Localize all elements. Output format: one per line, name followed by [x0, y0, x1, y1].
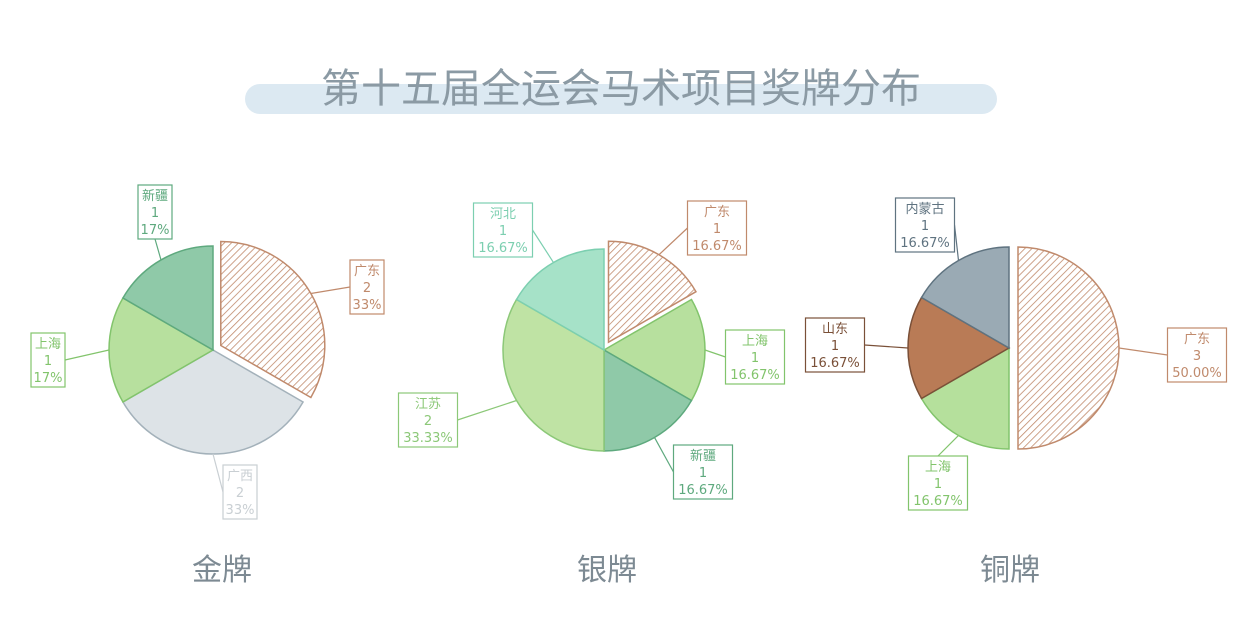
- leader-line: [531, 229, 555, 263]
- data-label-box: [222, 464, 258, 520]
- chart-title: 铜牌: [980, 553, 1040, 588]
- leader-line: [658, 227, 688, 256]
- data-label-value: 2: [363, 281, 371, 296]
- leader-line: [653, 437, 675, 473]
- leader-line: [864, 344, 909, 349]
- data-label-percent: 33%: [226, 503, 255, 518]
- pie-slice-上海: [920, 346, 1010, 450]
- data-label-value: 1: [499, 224, 507, 239]
- data-label-box: [397, 392, 459, 448]
- data-label-name: 新疆: [690, 448, 716, 464]
- data-label-percent: 16.67%: [730, 368, 780, 383]
- chart-title: 金牌: [192, 553, 252, 588]
- data-label-box: [907, 455, 969, 511]
- chart-title: 银牌: [577, 553, 637, 588]
- data-label-percent: 16.67%: [913, 494, 963, 509]
- data-label-box: [804, 317, 866, 373]
- data-label-box: [724, 329, 786, 385]
- data-label-percent: 33.33%: [403, 431, 453, 446]
- data-label-name: 广东: [354, 264, 380, 279]
- leader-line: [212, 453, 224, 493]
- data-label-name: 广东: [1184, 332, 1210, 347]
- data-label-box: [349, 259, 385, 315]
- leader-line: [64, 349, 110, 361]
- data-label-name: 上海: [925, 460, 951, 475]
- title-band: [245, 84, 997, 114]
- leader-line: [1118, 347, 1168, 356]
- data-label-percent: 16.67%: [900, 236, 950, 251]
- data-label-percent: 17%: [141, 223, 170, 238]
- data-label-percent: 50.00%: [1172, 366, 1222, 381]
- pie-slice-广东: [607, 240, 697, 344]
- pie-slice-上海: [108, 296, 215, 404]
- data-label-box: [30, 332, 66, 388]
- leader-line: [704, 349, 726, 358]
- data-label-percent: 16.67%: [678, 483, 728, 498]
- pie-slice-河北: [515, 248, 605, 352]
- data-label-name: 江苏: [415, 396, 441, 412]
- data-label-value: 1: [831, 339, 839, 354]
- data-label-percent: 16.67%: [692, 239, 742, 254]
- pie-chart-0: 广东 2 33% 广西 2 33% 上海 1 17% 新疆 1 17% 金牌: [30, 184, 385, 588]
- data-label-value: 1: [713, 222, 721, 237]
- data-label-name: 内蒙古: [905, 201, 944, 217]
- data-label-percent: 16.67%: [810, 356, 860, 371]
- data-label-value: 1: [751, 351, 759, 366]
- data-label-name: 上海: [35, 337, 61, 352]
- leader-line: [154, 238, 162, 261]
- data-label-box: [894, 197, 956, 253]
- data-label-value: 2: [424, 414, 432, 429]
- data-label-value: 1: [151, 206, 159, 221]
- data-label-box: [686, 200, 748, 256]
- pie-slice-内蒙古: [920, 246, 1010, 350]
- pie-slice-山东: [907, 296, 1011, 400]
- pie-chart-2: 广东 3 50.00% 上海 1 16.67% 山东 1 16.67% 内蒙古 1 16.67% 铜牌: [804, 197, 1228, 588]
- data-label-percent: 16.67%: [478, 241, 528, 256]
- data-label-name: 山东: [822, 322, 848, 337]
- data-label-value: 3: [1193, 349, 1201, 364]
- data-label-name: 上海: [742, 334, 768, 349]
- data-label-box: [472, 202, 534, 258]
- page-title: 第十五届全运会马术项目奖牌分布: [321, 66, 921, 112]
- data-label-name: 河北: [490, 207, 516, 222]
- leader-line: [953, 224, 960, 261]
- pie-slice-上海: [602, 298, 706, 402]
- data-label-name: 新疆: [142, 188, 168, 204]
- leader-line: [937, 435, 959, 457]
- leader-line: [457, 399, 517, 421]
- data-label-value: 1: [921, 219, 929, 234]
- data-label-name: 广东: [704, 205, 730, 220]
- pie-slice-广东: [1017, 246, 1120, 450]
- data-label-box: [1166, 327, 1228, 383]
- pie-slice-新疆: [603, 348, 693, 452]
- pie-slice-新疆: [121, 245, 214, 352]
- data-label-value: 1: [699, 466, 707, 481]
- data-label-percent: 33%: [353, 298, 382, 313]
- data-label-value: 1: [44, 354, 52, 369]
- data-label-box: [672, 444, 734, 500]
- data-label-value: 2: [236, 486, 244, 501]
- pie-chart-1: 广东 1 16.67% 上海 1 16.67% 新疆 1 16.67% 江苏 2 33.33% 河北 1 1…: [397, 200, 786, 588]
- data-label-name: 广西: [227, 469, 253, 484]
- leader-line: [310, 286, 351, 295]
- data-label-value: 1: [934, 477, 942, 492]
- data-label-percent: 17%: [34, 371, 63, 386]
- data-label-box: [137, 184, 173, 240]
